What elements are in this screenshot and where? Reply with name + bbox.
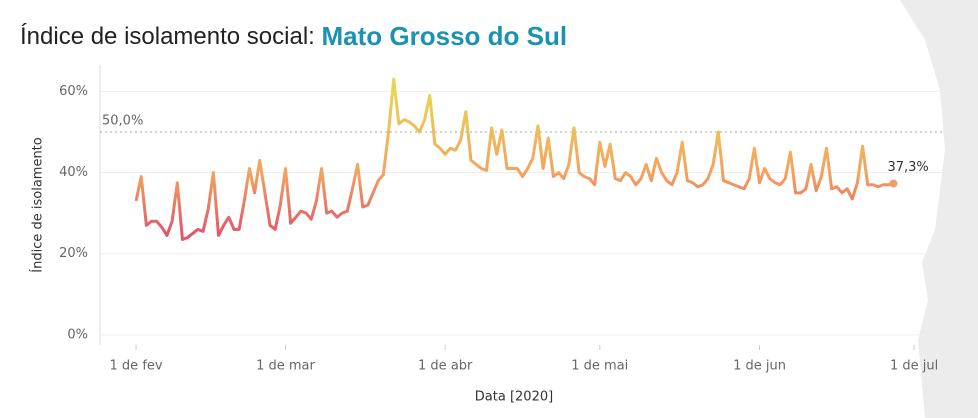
end-point bbox=[889, 179, 898, 188]
x-tick-label: 1 de jun bbox=[733, 359, 786, 374]
map-background bbox=[900, 0, 978, 418]
x-tick-label: 1 de mar bbox=[256, 359, 315, 374]
x-tick-label: 1 de fev bbox=[110, 359, 163, 374]
title-highlight: Mato Grosso do Sul bbox=[322, 21, 568, 51]
reference-label: 50,0% bbox=[102, 113, 143, 128]
title-text: Índice de isolamento social: bbox=[20, 23, 322, 50]
x-tick-label: 1 de abr bbox=[418, 359, 473, 374]
y-tick-label: 40% bbox=[59, 165, 88, 180]
data-line bbox=[134, 77, 894, 241]
x-tick-label: 1 de jul bbox=[890, 359, 938, 374]
y-tick-label: 0% bbox=[67, 327, 88, 342]
end-label: 37,3% bbox=[887, 160, 928, 175]
y-tick-label: 20% bbox=[59, 246, 88, 261]
x-tick-label: 1 de mai bbox=[571, 359, 628, 374]
x-axis-title: Data [2020] bbox=[475, 390, 553, 405]
y-axis-title: Índice de isolamento bbox=[30, 137, 46, 273]
chart-title: Índice de isolamento social: Mato Grosso… bbox=[20, 21, 567, 51]
y-tick-label: 60% bbox=[59, 84, 88, 99]
